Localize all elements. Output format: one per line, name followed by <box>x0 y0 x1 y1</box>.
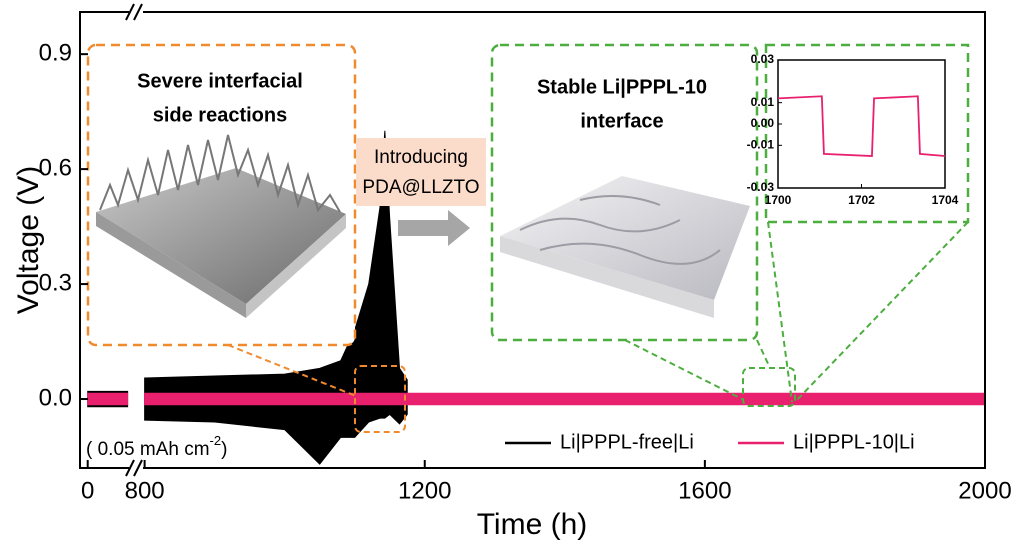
annotation: side reactions <box>153 104 288 126</box>
y-tick-label: 0.0 <box>39 384 72 411</box>
legend: Li|PPPL-free|Li Li|PPPL-10|Li <box>505 431 915 453</box>
y-tick-label: 0.3 <box>39 269 72 296</box>
y-tick-label: 0.9 <box>39 39 72 66</box>
inset-x-tick-label: 1704 <box>932 193 959 207</box>
note-text: ( 0.05 mAh cm <box>86 439 210 460</box>
note-superscript: -2 <box>210 433 222 448</box>
y-tick-label: 0.6 <box>39 154 72 181</box>
inset-y-tick-label: -0.01 <box>747 138 775 152</box>
x-tick-label: 2000 <box>958 477 1011 504</box>
annotation: PDA@LLZTO <box>362 177 479 198</box>
right-illustration <box>492 45 968 406</box>
inset-x-tick-label: 1702 <box>848 193 875 207</box>
x-tick-label: 1600 <box>678 477 731 504</box>
inset-y-tick-label: 0.01 <box>751 95 775 109</box>
annotation: Stable Li|PPPL-10 <box>537 76 707 98</box>
band-area <box>88 393 128 404</box>
annotation: Severe interfacial <box>137 70 303 92</box>
x-axis-title: Time (h) <box>477 508 588 541</box>
x-tick-label: 0 <box>81 477 94 504</box>
inset-y-tick-label: 0.03 <box>751 52 775 66</box>
x-tick-label: 800 <box>125 477 165 504</box>
legend-label: Li|PPPL-free|Li <box>560 431 694 453</box>
chart: -0.03-0.010.000.010.03170017021704 Sever… <box>0 0 1012 544</box>
x-tick-label: 1200 <box>398 477 451 504</box>
note-text: ) <box>221 439 227 460</box>
capacity-note: ( 0.05 mAh cm-2) <box>86 433 227 460</box>
annotation: Introducing <box>374 147 468 168</box>
inset-x-tick-label: 1700 <box>765 193 792 207</box>
annotation: interface <box>580 110 663 132</box>
inset-y-tick-label: 0.00 <box>751 116 775 130</box>
inset-y-tick-label: -0.03 <box>747 180 775 194</box>
legend-label: Li|PPPL-10|Li <box>793 431 915 453</box>
band-area <box>145 393 985 404</box>
